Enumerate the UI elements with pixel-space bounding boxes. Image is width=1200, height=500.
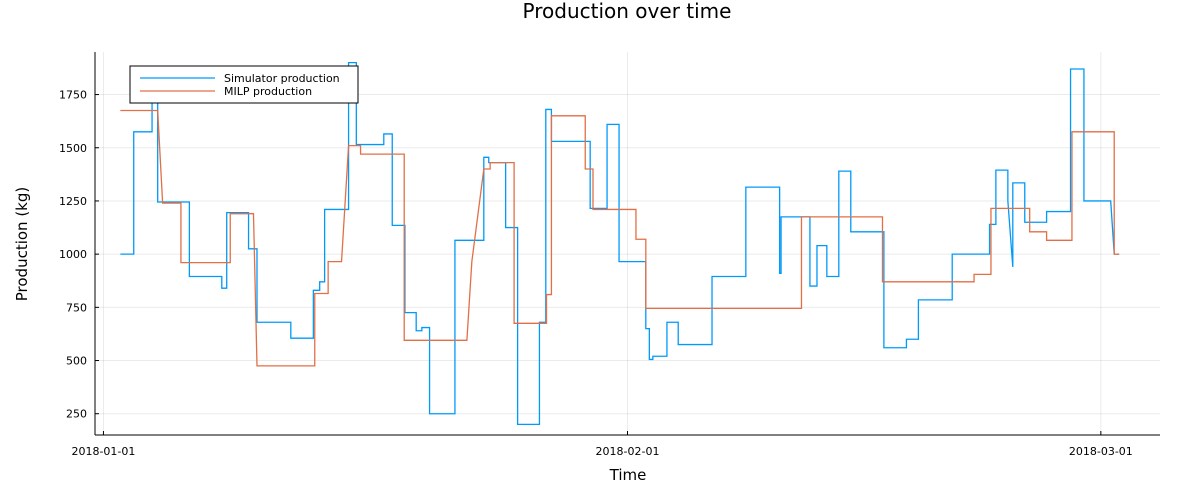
x-tick-label: 2018-02-01: [596, 445, 660, 458]
series-line-simulator-production: [120, 61, 1120, 426]
legend-box: [129, 65, 359, 104]
y-axis-title: Production (kg): [13, 187, 31, 302]
x-axis-title: Time: [609, 466, 647, 484]
y-tick-label: 500: [66, 355, 87, 368]
y-tick-label: 250: [66, 408, 87, 421]
x-tick-label: 2018-03-01: [1069, 445, 1133, 458]
tick-labels: 250 500 750 1000 1250 1500 1750 2018-01-01 2018-…: [59, 89, 1133, 458]
y-tick-label: 750: [66, 301, 87, 314]
series-line-milp-production: [120, 109, 1120, 367]
legend-label-simulator: Simulator production: [224, 72, 340, 85]
chart-title: Production over time: [523, 0, 732, 23]
y-tick-label: 1750: [59, 89, 87, 102]
legend: Simulator production MILP production: [129, 65, 359, 104]
legend-label-milp: MILP production: [224, 85, 312, 98]
x-tick-label: 2018-01-01: [71, 445, 135, 458]
y-tick-label: 1250: [59, 195, 87, 208]
y-tick-label: 1000: [59, 248, 87, 261]
y-tick-label: 1500: [59, 142, 87, 155]
series-layer: [120, 61, 1120, 426]
